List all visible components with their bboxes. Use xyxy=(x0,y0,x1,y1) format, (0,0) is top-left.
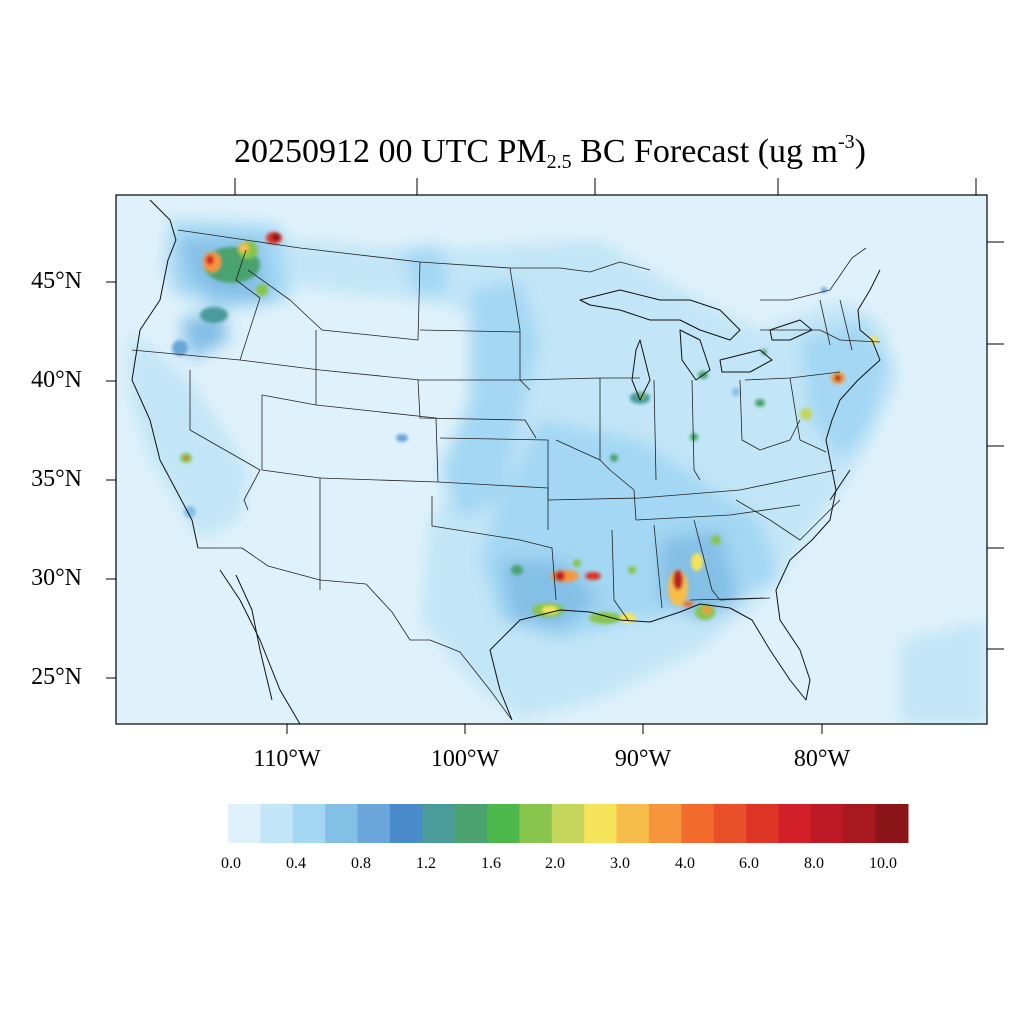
colorbar-label: 1.6 xyxy=(481,855,501,872)
colorbar-swatch xyxy=(616,804,650,843)
colorbar-swatch xyxy=(389,804,423,843)
colorbar-label: 10.0 xyxy=(869,855,897,872)
colorbar-swatch xyxy=(325,804,359,843)
colorbar-label: 0.8 xyxy=(351,855,371,872)
lat-label-40: 40°N xyxy=(31,367,82,393)
colorbar-swatch xyxy=(551,804,585,843)
tick-marks xyxy=(106,178,1004,734)
lon-label-100w: 100°W xyxy=(430,746,500,772)
colorbar xyxy=(228,804,909,843)
colorbar-swatch xyxy=(746,804,779,843)
colorbar-label: 8.0 xyxy=(804,855,824,872)
colorbar-swatch xyxy=(681,804,715,843)
hotspot-chicago xyxy=(610,349,767,462)
colorbar-swatch xyxy=(422,804,456,843)
colorbar-swatch xyxy=(584,804,618,843)
colorbar-label: 2.0 xyxy=(545,855,565,872)
coastline xyxy=(131,199,881,724)
colorbar-swatch xyxy=(357,804,391,843)
hotspot-idaho-montana-fire xyxy=(203,232,282,296)
colorbar-swatch xyxy=(519,804,553,843)
colorbar-label: 6.0 xyxy=(739,855,759,872)
lon-label-80w: 80°W xyxy=(793,746,851,772)
colorbar-swatch xyxy=(875,804,909,843)
colorbar-label: 0.4 xyxy=(286,855,306,872)
lon-label-90w: 90°W xyxy=(614,746,672,772)
colorbar-swatch xyxy=(648,804,682,843)
lat-label-45: 45°N xyxy=(31,268,82,294)
state-boundaries xyxy=(131,229,881,721)
map-title: 20250912 00 UTC PM2.5 BC Forecast (ug m-… xyxy=(234,131,866,173)
colorbar-swatch xyxy=(487,804,520,843)
colorbar-swatch xyxy=(292,804,326,843)
colorbar-swatch xyxy=(228,804,261,843)
colorbar-swatch xyxy=(810,804,844,843)
hotspot-los-angeles xyxy=(184,506,196,518)
lon-label-110w: 110°W xyxy=(253,746,321,772)
colorbar-swatch xyxy=(713,804,747,843)
map-frame xyxy=(115,194,988,725)
colorbar-label: 1.2 xyxy=(416,855,436,872)
hotspot-oregon-fires xyxy=(172,307,228,356)
hotspot-alabama-fires xyxy=(668,535,721,620)
colorbar-swatch xyxy=(454,804,488,843)
colorbar-label: 4.0 xyxy=(675,855,695,872)
colorbar-label: 0.0 xyxy=(221,855,241,872)
hotspot-colorado xyxy=(396,434,408,442)
colorbar-swatch xyxy=(843,804,877,843)
colorbar-swatch xyxy=(260,804,294,843)
lat-label-25: 25°N xyxy=(31,664,82,690)
colorbar-label: 3.0 xyxy=(610,855,630,872)
lat-label-30: 30°N xyxy=(31,565,82,591)
hotspot-layer xyxy=(172,232,878,624)
colorbar-swatch xyxy=(778,804,812,843)
lat-label-35: 35°N xyxy=(31,466,82,492)
